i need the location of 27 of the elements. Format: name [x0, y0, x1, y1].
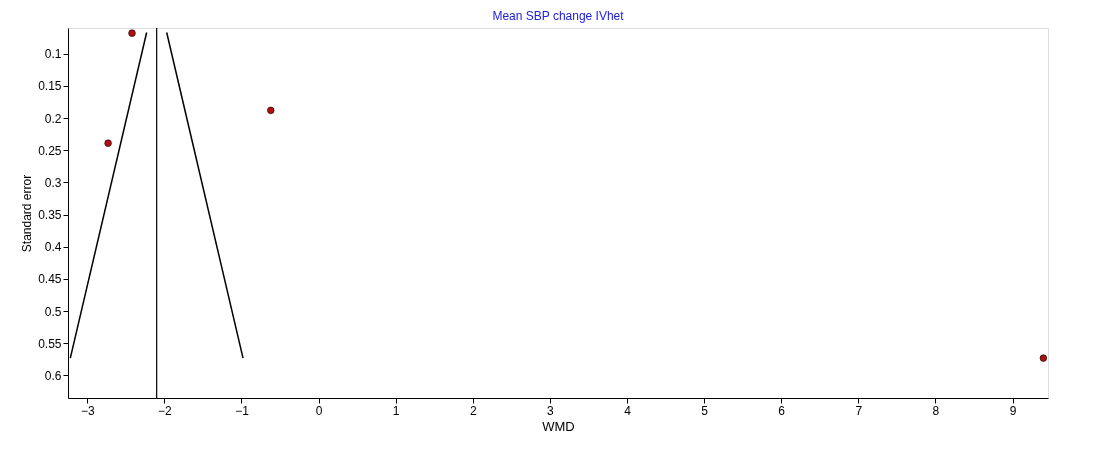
y-tick-label: 0.25 [38, 143, 62, 158]
y-axis-title: Standard error [20, 174, 35, 253]
y-tick-label: 0.6 [44, 368, 62, 383]
x-tick-label: −1 [235, 403, 250, 418]
x-tick-label: −2 [158, 403, 173, 418]
chart-title: Mean SBP change IVhet [492, 9, 625, 24]
y-tick-label: 0.35 [38, 208, 62, 223]
y-tick-label: 0.45 [38, 272, 62, 287]
x-tick-label: −3 [80, 403, 95, 418]
y-tick-label: 0.2 [44, 111, 62, 126]
x-tick-label: 1 [392, 403, 400, 418]
x-tick-label: 0 [315, 403, 323, 418]
y-tick-label: 0.3 [44, 175, 62, 190]
x-tick-label: 4 [624, 403, 632, 418]
y-tick-label: 0.55 [38, 336, 62, 351]
x-tick-label: 3 [547, 403, 555, 418]
x-tick-label: 7 [855, 403, 863, 418]
y-tick-label: 0.5 [44, 304, 62, 319]
x-axis-title: WMD [542, 418, 575, 434]
y-tick-label: 0.4 [44, 240, 62, 255]
x-tick-label: 8 [932, 403, 940, 418]
x-tick-label: 9 [1009, 403, 1017, 418]
x-tick-label: 6 [778, 403, 786, 418]
y-tick-label: 0.15 [38, 79, 62, 94]
x-tick-label: 5 [701, 403, 709, 418]
x-tick-label: 2 [469, 403, 477, 418]
y-tick-label: 0.1 [44, 47, 62, 62]
